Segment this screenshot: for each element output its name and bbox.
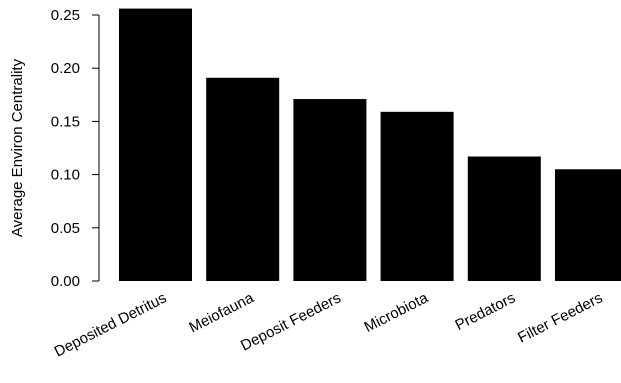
bar	[293, 99, 367, 281]
bars	[119, 8, 621, 282]
bar	[467, 156, 541, 281]
x-tick-label: Microbiota	[362, 289, 432, 336]
bar	[119, 8, 192, 282]
bar	[380, 111, 454, 281]
x-tick-label: Predators	[452, 289, 518, 334]
y-tick-label: 0.00	[51, 273, 80, 290]
x-tick-label: Deposited Detritus	[52, 289, 170, 360]
bar	[206, 77, 280, 281]
y-axis-label: Average Environ Centrality	[9, 58, 26, 237]
y-tick-label: 0.25	[51, 7, 80, 24]
x-tick-label: Filter Feeders	[515, 289, 605, 346]
y-tick-label: 0.05	[51, 220, 80, 237]
x-tick-label: Meiofauna	[186, 289, 257, 336]
y-axis: 0.00 0.05 0.10 0.15 0.20 0.25	[51, 7, 100, 290]
y-tick-label: 0.15	[51, 113, 80, 130]
x-tick-label: Deposit Feeders	[238, 289, 344, 354]
bar	[555, 169, 621, 281]
y-tick-label: 0.10	[51, 167, 80, 184]
y-tick-label: 0.20	[51, 60, 80, 77]
